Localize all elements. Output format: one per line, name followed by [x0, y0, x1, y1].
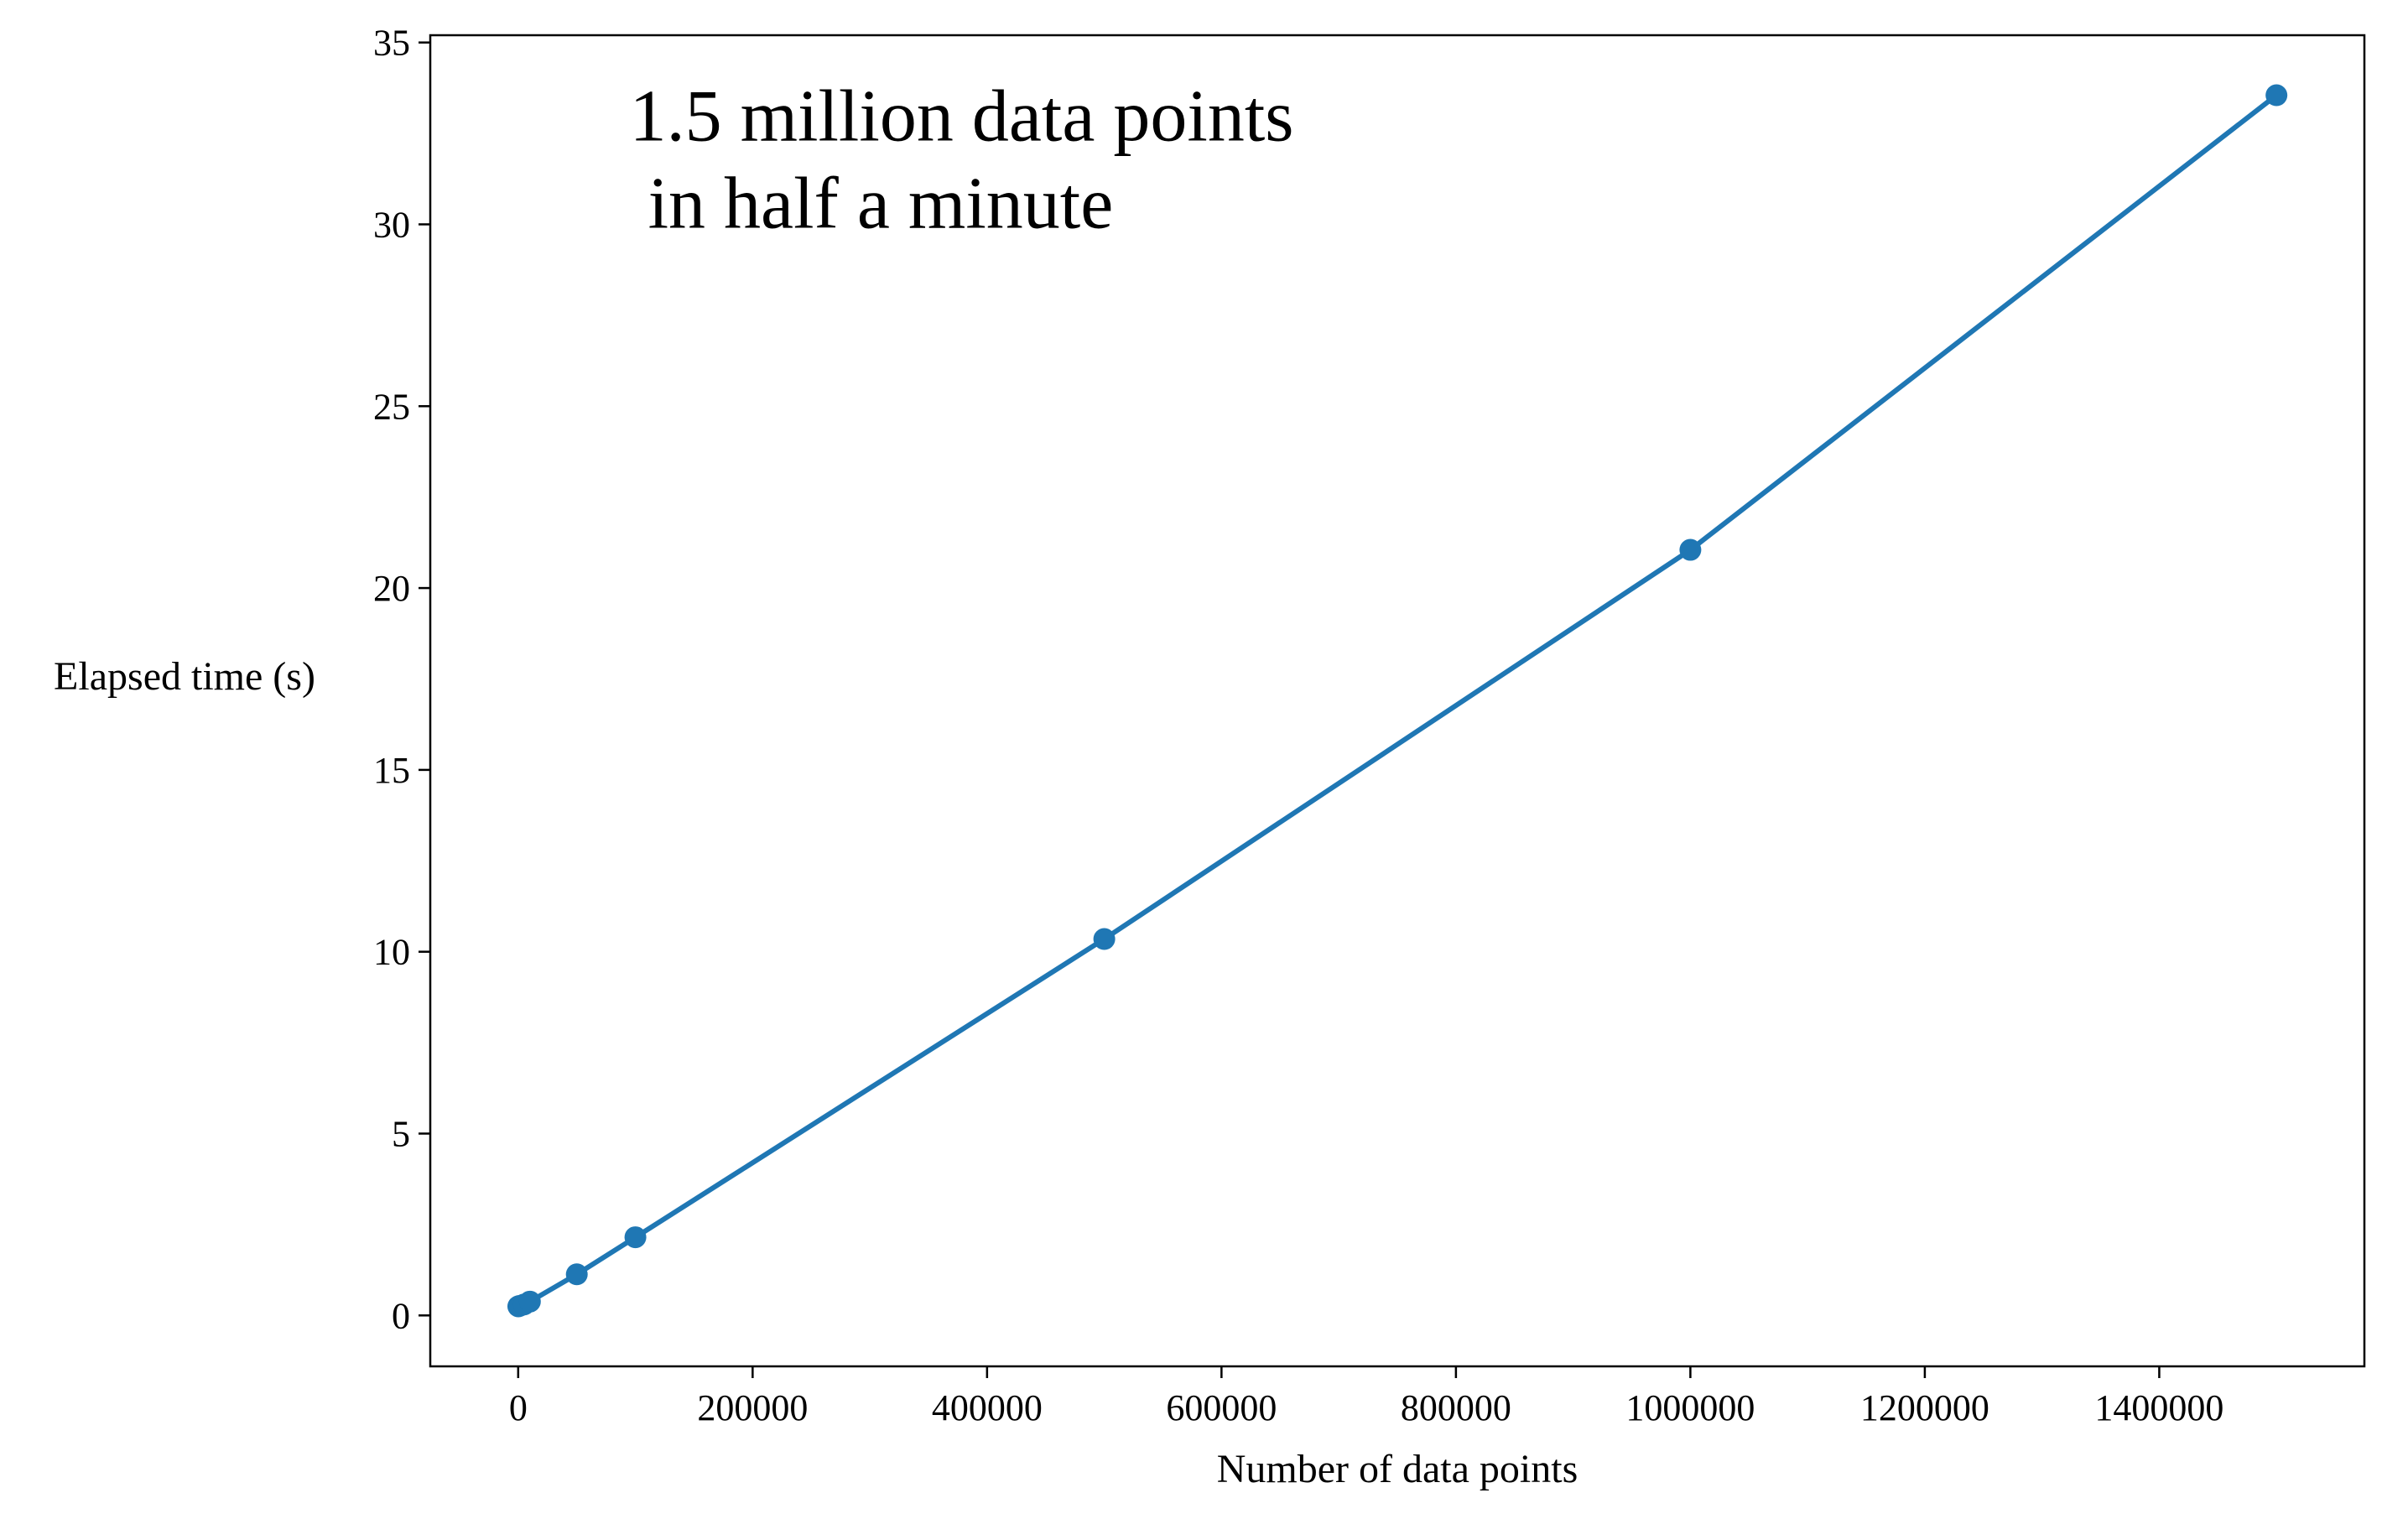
y-axis: 0 5 10 15 20 25 30 35	[373, 23, 430, 1336]
x-tick-label: 1400000	[2094, 1387, 2223, 1428]
y-tick-label: 15	[373, 750, 410, 791]
x-tick-label: 200000	[697, 1387, 808, 1428]
data-point	[1679, 538, 1702, 561]
plot-area-frame	[429, 34, 2366, 1368]
series-line	[516, 92, 2280, 1309]
x-tick-label: 1200000	[1860, 1387, 1989, 1428]
x-tick-label: 0	[509, 1387, 528, 1428]
x-axis-title: Number of data points	[1217, 1447, 1578, 1491]
y-tick-label: 5	[392, 1113, 410, 1154]
x-tick-label: 600000	[1166, 1387, 1277, 1428]
data-point	[1093, 928, 1116, 950]
y-tick-label: 25	[373, 386, 410, 427]
annotation-line-2: in half a minute	[630, 164, 1114, 245]
data-point	[2265, 84, 2288, 107]
y-axis-title: Elapsed time (s)	[54, 654, 315, 699]
annotation-text: 1.5 million data points in half a minute	[630, 76, 1313, 245]
data-point	[565, 1263, 588, 1286]
data-point	[518, 1290, 541, 1313]
x-tick-label: 400000	[932, 1387, 1043, 1428]
data-point	[624, 1226, 647, 1249]
y-tick-label: 0	[392, 1295, 410, 1336]
x-tick-label: 800000	[1401, 1387, 1511, 1428]
y-tick-label: 30	[373, 204, 410, 245]
annotation-line-1: 1.5 million data points	[630, 76, 1294, 158]
plot-layer	[507, 84, 2288, 1318]
y-tick-label: 20	[373, 568, 410, 609]
y-tick-label: 35	[373, 23, 410, 64]
y-tick-label: 10	[373, 932, 410, 973]
x-tick-label: 1000000	[1625, 1387, 1755, 1428]
x-axis: 0 200000 400000 600000 800000 1000000 1200000 1…	[509, 1366, 2223, 1428]
